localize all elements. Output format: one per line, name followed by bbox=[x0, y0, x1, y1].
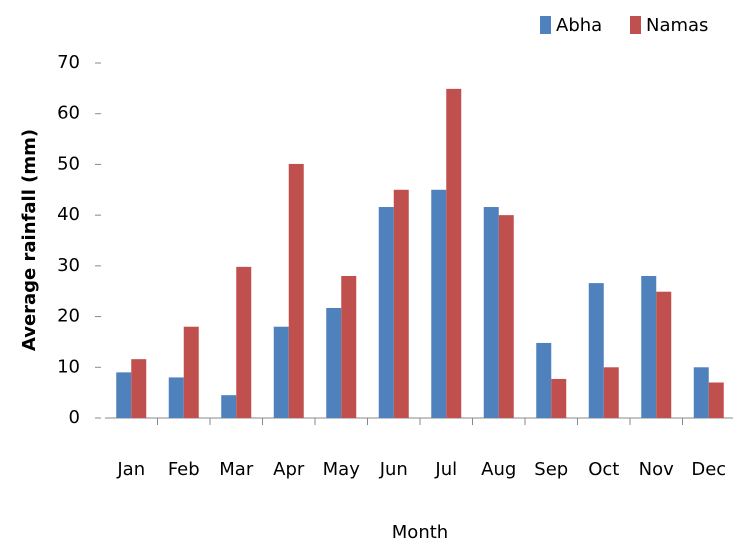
legend-swatch bbox=[630, 16, 641, 34]
bar bbox=[326, 307, 342, 418]
bar bbox=[431, 189, 447, 418]
bar bbox=[116, 372, 132, 418]
x-tick-label: Sep bbox=[534, 459, 568, 480]
bar bbox=[498, 215, 514, 418]
bar bbox=[236, 266, 252, 418]
bar bbox=[446, 88, 462, 418]
x-tick-label: Mar bbox=[219, 459, 254, 480]
bar bbox=[378, 207, 394, 418]
x-tick-label: Nov bbox=[639, 459, 674, 480]
bar bbox=[221, 395, 237, 418]
x-tick-label: Dec bbox=[691, 459, 726, 480]
bar bbox=[551, 378, 567, 418]
legend-label: Abha bbox=[556, 15, 602, 36]
bar bbox=[168, 377, 184, 418]
bar bbox=[393, 189, 409, 418]
x-tick-label: Feb bbox=[168, 459, 200, 480]
y-tick-label: 20 bbox=[57, 306, 80, 327]
bar bbox=[536, 342, 552, 418]
y-tick-label: 10 bbox=[57, 356, 80, 377]
bar bbox=[693, 367, 709, 418]
legend-swatch bbox=[540, 16, 551, 34]
bar bbox=[603, 367, 619, 418]
y-tick-label: 0 bbox=[69, 407, 80, 428]
x-tick-label: Oct bbox=[588, 459, 619, 480]
bar bbox=[641, 276, 657, 418]
bar bbox=[588, 283, 604, 418]
bar bbox=[708, 382, 724, 418]
y-tick-label: 30 bbox=[57, 255, 80, 276]
x-tick-label: Jun bbox=[379, 459, 408, 480]
y-tick-label: 60 bbox=[57, 103, 80, 124]
x-axis-title: Month bbox=[392, 522, 448, 543]
bar bbox=[483, 207, 499, 418]
bar bbox=[131, 359, 147, 418]
bar bbox=[341, 276, 357, 418]
y-tick-label: 50 bbox=[57, 153, 80, 174]
bar bbox=[273, 326, 289, 418]
x-tick-label: Aug bbox=[481, 459, 516, 480]
bar bbox=[288, 163, 304, 418]
bar bbox=[656, 291, 672, 418]
bar bbox=[183, 326, 199, 418]
x-tick-label: Jul bbox=[434, 459, 457, 480]
y-tick-label: 70 bbox=[57, 52, 80, 73]
y-axis-title: Average rainfall (mm) bbox=[19, 129, 40, 351]
y-tick-label: 40 bbox=[57, 204, 80, 225]
x-tick-label: Apr bbox=[273, 459, 305, 480]
x-tick-label: Jan bbox=[116, 459, 145, 480]
x-tick-label: May bbox=[323, 459, 361, 480]
legend-label: Namas bbox=[646, 15, 708, 36]
